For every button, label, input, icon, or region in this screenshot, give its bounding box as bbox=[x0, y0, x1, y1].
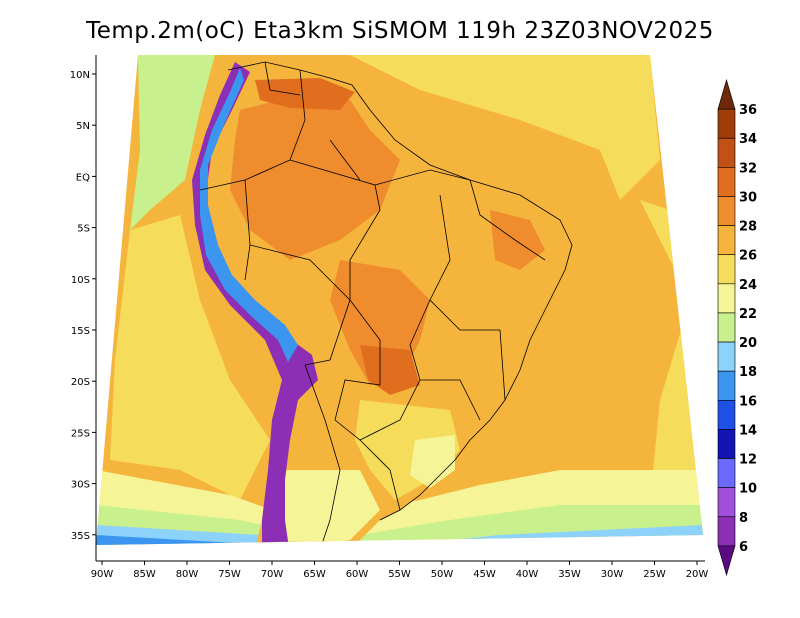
colorbar-segment bbox=[717, 167, 736, 197]
y-tick-label: 10N bbox=[70, 70, 90, 81]
andes-highlands-blue bbox=[200, 68, 298, 362]
colorbar-level-label: 22 bbox=[739, 307, 757, 322]
amazon-hot-zone bbox=[230, 95, 400, 260]
colorbar-segment bbox=[717, 137, 736, 168]
colorbar-segment bbox=[717, 225, 736, 256]
colorbar-level-label: 36 bbox=[739, 103, 757, 118]
colorbar-level-label: 18 bbox=[739, 365, 757, 380]
colorbar-segment bbox=[717, 312, 736, 343]
colorbar-level-label: 24 bbox=[739, 278, 757, 293]
pacific-mild-band bbox=[110, 215, 270, 500]
x-tick-label: 30W bbox=[601, 569, 624, 580]
colorbar: 6 8 10 12 14 16 18 20 22 24 26 28 30 32 34 36 bbox=[717, 78, 757, 577]
colorbar-segment bbox=[717, 370, 736, 401]
south-brazil-cool bbox=[410, 435, 455, 488]
colorbar-segment bbox=[717, 487, 736, 518]
x-tick-label: 85W bbox=[133, 569, 156, 580]
x-tick-label: 70W bbox=[261, 569, 284, 580]
colorbar-segment bbox=[717, 341, 736, 372]
y-tick-label: 25S bbox=[71, 428, 90, 439]
x-tick-label: 90W bbox=[91, 569, 114, 580]
colorbar-segment bbox=[717, 254, 736, 285]
y-tick-label: 10S bbox=[71, 275, 90, 286]
x-tick-label: 25W bbox=[643, 569, 666, 580]
north-coast-hot-zone bbox=[255, 78, 355, 110]
colorbar-level-label: 28 bbox=[739, 220, 757, 235]
colorbar-segment bbox=[717, 429, 736, 459]
temperature-field bbox=[96, 55, 703, 545]
colorbar-level-label: 32 bbox=[739, 161, 757, 176]
x-tick-label: 45W bbox=[473, 569, 496, 580]
y-tick-label: 20S bbox=[71, 377, 90, 388]
colorbar-level-label: 16 bbox=[739, 394, 757, 409]
colorbar-segment bbox=[717, 78, 736, 110]
colorbar-segment bbox=[717, 108, 736, 139]
x-tick-label: 35W bbox=[558, 569, 581, 580]
colorbar-segment bbox=[717, 458, 736, 488]
map-title: Temp.2m(oC) Eta3km SiSMOM 119h 23Z03NOV2… bbox=[86, 18, 714, 44]
y-axis: 10N 5N EQ 5S 10S 15S 20S 25S 30S 35S bbox=[70, 70, 96, 542]
colorbar-level-label: 8 bbox=[739, 511, 748, 526]
x-tick-label: 50W bbox=[431, 569, 454, 580]
colorbar-level-label: 12 bbox=[739, 453, 757, 468]
northeast-hot-zone bbox=[490, 210, 545, 270]
y-tick-label: 30S bbox=[71, 480, 90, 491]
y-tick-label: 15S bbox=[71, 326, 90, 337]
colorbar-level-label: 6 bbox=[739, 540, 748, 555]
pacific-north-cool bbox=[130, 55, 215, 230]
pantanal-very-hot bbox=[360, 345, 420, 395]
x-tick-label: 60W bbox=[346, 569, 369, 580]
x-tick-label: 75W bbox=[218, 569, 241, 580]
y-tick-label: 5S bbox=[77, 224, 90, 235]
colorbar-level-label: 10 bbox=[739, 482, 757, 497]
colorbar-level-label: 26 bbox=[739, 249, 757, 264]
x-tick-label: 80W bbox=[176, 569, 199, 580]
colorbar-segment bbox=[717, 545, 736, 577]
x-tick-label: 40W bbox=[516, 569, 539, 580]
colorbar-level-label: 14 bbox=[739, 423, 757, 438]
y-tick-label: 5N bbox=[76, 121, 90, 132]
colorbar-level-label: 34 bbox=[739, 132, 757, 147]
colorbar-segment bbox=[717, 283, 736, 314]
plot-frame bbox=[95, 55, 705, 562]
political-borders bbox=[199, 61, 573, 545]
colorbar-segment bbox=[717, 196, 736, 226]
patagonia-cool bbox=[265, 470, 380, 545]
x-tick-label: 20W bbox=[686, 569, 709, 580]
y-tick-label: EQ bbox=[76, 172, 90, 183]
ocean-north-mild bbox=[350, 55, 660, 200]
colorbar-level-label: 30 bbox=[739, 190, 757, 205]
x-axis: 90W 85W 80W 75W 70W 65W 60W 55W 50W 45W 40W 35W 30W 2… bbox=[91, 561, 709, 580]
colorbar-segment bbox=[717, 399, 736, 430]
colorbar-segment bbox=[717, 516, 736, 547]
x-tick-label: 65W bbox=[303, 569, 326, 580]
y-tick-label: 35S bbox=[71, 531, 90, 542]
x-tick-label: 55W bbox=[388, 569, 411, 580]
colorbar-level-label: 20 bbox=[739, 336, 757, 351]
